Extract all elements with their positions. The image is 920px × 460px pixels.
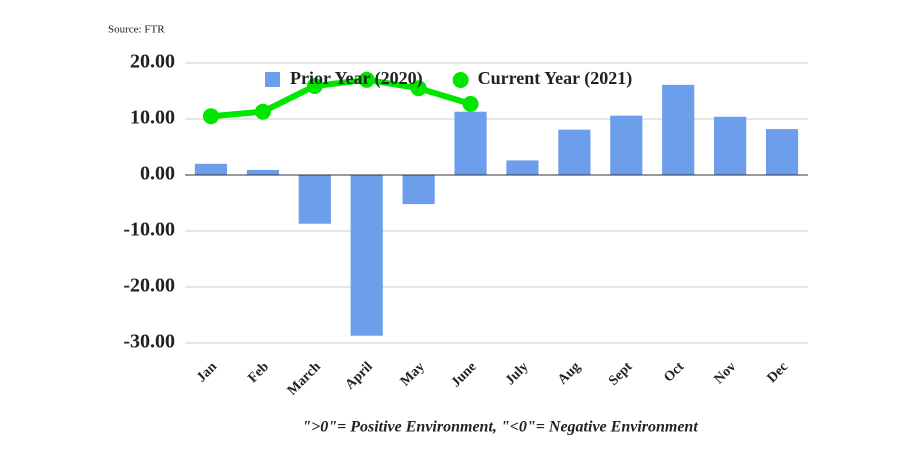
bar	[714, 116, 747, 175]
point	[254, 103, 271, 120]
point	[410, 80, 427, 97]
bar	[402, 175, 435, 205]
legend-label: Prior Year (2020)	[290, 68, 423, 89]
point	[358, 71, 375, 88]
bar	[246, 169, 279, 175]
y-tick-label: 10.00	[130, 107, 175, 129]
x-tick-label: May	[398, 359, 428, 389]
legend-label: Current Year (2021)	[478, 68, 633, 89]
x-tick-label: Feb	[245, 359, 272, 386]
x-tick-label: Nov	[712, 359, 740, 387]
x-tick-label: Dec	[765, 359, 792, 386]
bar	[194, 163, 228, 175]
x-tick-label: June	[449, 359, 480, 390]
y-tick-label: -20.00	[123, 275, 175, 297]
x-tick-label: Oct	[661, 359, 687, 385]
x-tick-label: Sept	[606, 359, 636, 389]
x-tick-label: Aug	[555, 359, 583, 387]
bar	[298, 175, 331, 224]
bar	[454, 111, 487, 175]
point	[306, 77, 323, 94]
bars	[194, 84, 799, 336]
x-tick-label: Jan	[194, 359, 220, 385]
footnote: ">0"= Positive Environment, "<0"= Negati…	[302, 419, 698, 436]
x-tick-label: July	[503, 359, 532, 388]
point	[462, 95, 479, 112]
legend-swatch	[265, 72, 280, 87]
bar	[350, 175, 383, 336]
bar	[506, 160, 539, 175]
y-tick-label: 20.00	[130, 51, 175, 73]
line	[210, 76, 472, 120]
bar	[662, 84, 695, 175]
bar	[558, 129, 591, 175]
point	[202, 108, 219, 125]
x-tick-label: March	[285, 359, 324, 398]
y-tick-label: -30.00	[123, 331, 175, 353]
bar	[610, 115, 643, 175]
source: Source: FTR	[108, 24, 165, 36]
legend-swatch	[452, 72, 469, 88]
x-tick-label: April	[343, 359, 376, 392]
y-tick-label: -10.00	[123, 219, 175, 241]
y-tick-label: 0.00	[140, 163, 175, 185]
bar	[765, 129, 799, 175]
